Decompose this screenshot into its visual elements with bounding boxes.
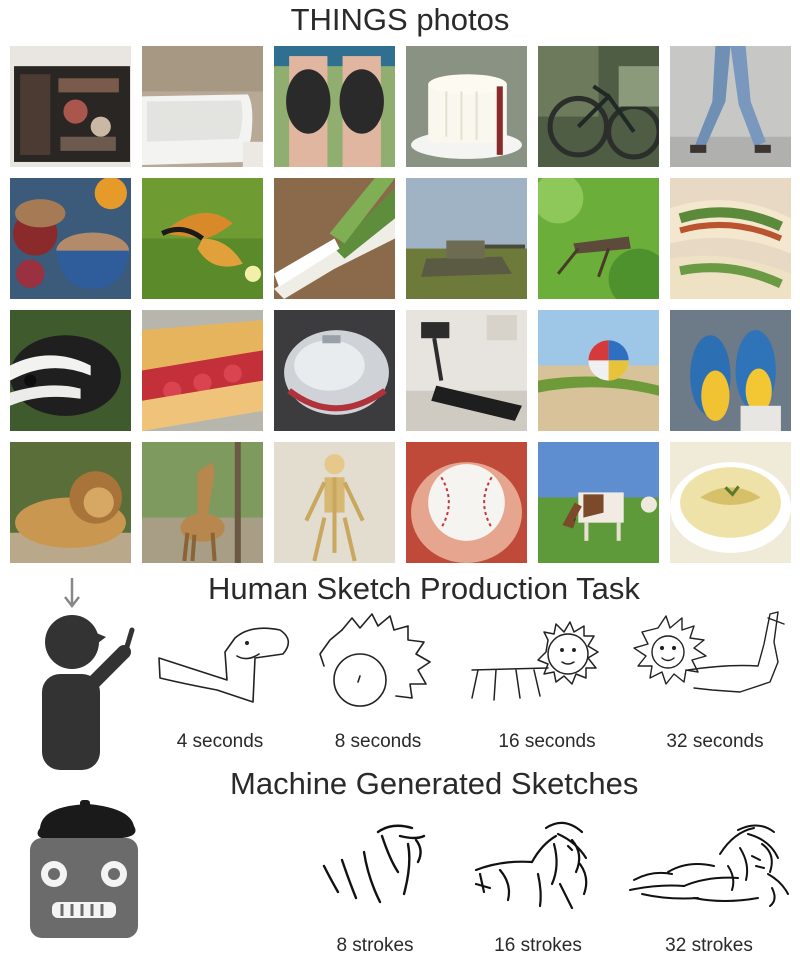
machine-sketches-title: Machine Generated Sketches [230, 766, 639, 801]
photo-grasshopper [538, 178, 659, 299]
photo-treadmill [406, 310, 527, 431]
photo-computer-mouse [274, 310, 395, 431]
photo-cake [406, 46, 527, 167]
caption-16-strokes: 16 strokes [494, 935, 582, 956]
photo-knee-pads [274, 46, 395, 167]
human-sketch-16s [468, 618, 614, 710]
photo-hummus [670, 442, 791, 563]
photo-lion [10, 442, 131, 563]
photo-skeleton [274, 442, 395, 563]
photo-cow [538, 442, 659, 563]
caption-32-strokes: 32 strokes [665, 935, 753, 956]
caption-16-seconds: 16 seconds [498, 731, 596, 752]
photo-leeks [274, 178, 395, 299]
photo-wraps [670, 178, 791, 299]
human-sketch-8s [312, 610, 442, 718]
photo-beach-ball [538, 310, 659, 431]
human-drawing-icon [34, 612, 144, 774]
photo-parrots [670, 310, 791, 431]
photo-pastry-strawberries [142, 310, 263, 431]
photo-open-book [10, 46, 131, 167]
human-sketch-32s [628, 608, 790, 716]
photo-bicycle [538, 46, 659, 167]
photo-badger [10, 310, 131, 431]
photo-bathtub [142, 46, 263, 167]
photo-bowls-porridge [10, 178, 131, 299]
machine-sketch-8-strokes [316, 814, 440, 918]
robot-artist-icon [22, 800, 152, 942]
photo-butterfly [142, 178, 263, 299]
caption-32-seconds: 32 seconds [666, 731, 764, 752]
photo-baseball [406, 442, 527, 563]
photo-giraffe [142, 442, 263, 563]
machine-sketch-32-strokes [628, 814, 792, 918]
photo-tank [406, 178, 527, 299]
human-sketch-4s [155, 618, 297, 708]
photos-title: THINGS photos [290, 2, 510, 37]
photo-grid [10, 46, 791, 563]
caption-8-seconds: 8 seconds [334, 731, 422, 752]
caption-8-strokes: 8 strokes [336, 935, 414, 956]
caption-4-seconds: 4 seconds [176, 731, 264, 752]
machine-sketch-16-strokes [472, 814, 608, 918]
down-arrow-icon [60, 576, 84, 610]
human-task-title: Human Sketch Production Task [208, 571, 640, 606]
photo-walking-legs [670, 46, 791, 167]
